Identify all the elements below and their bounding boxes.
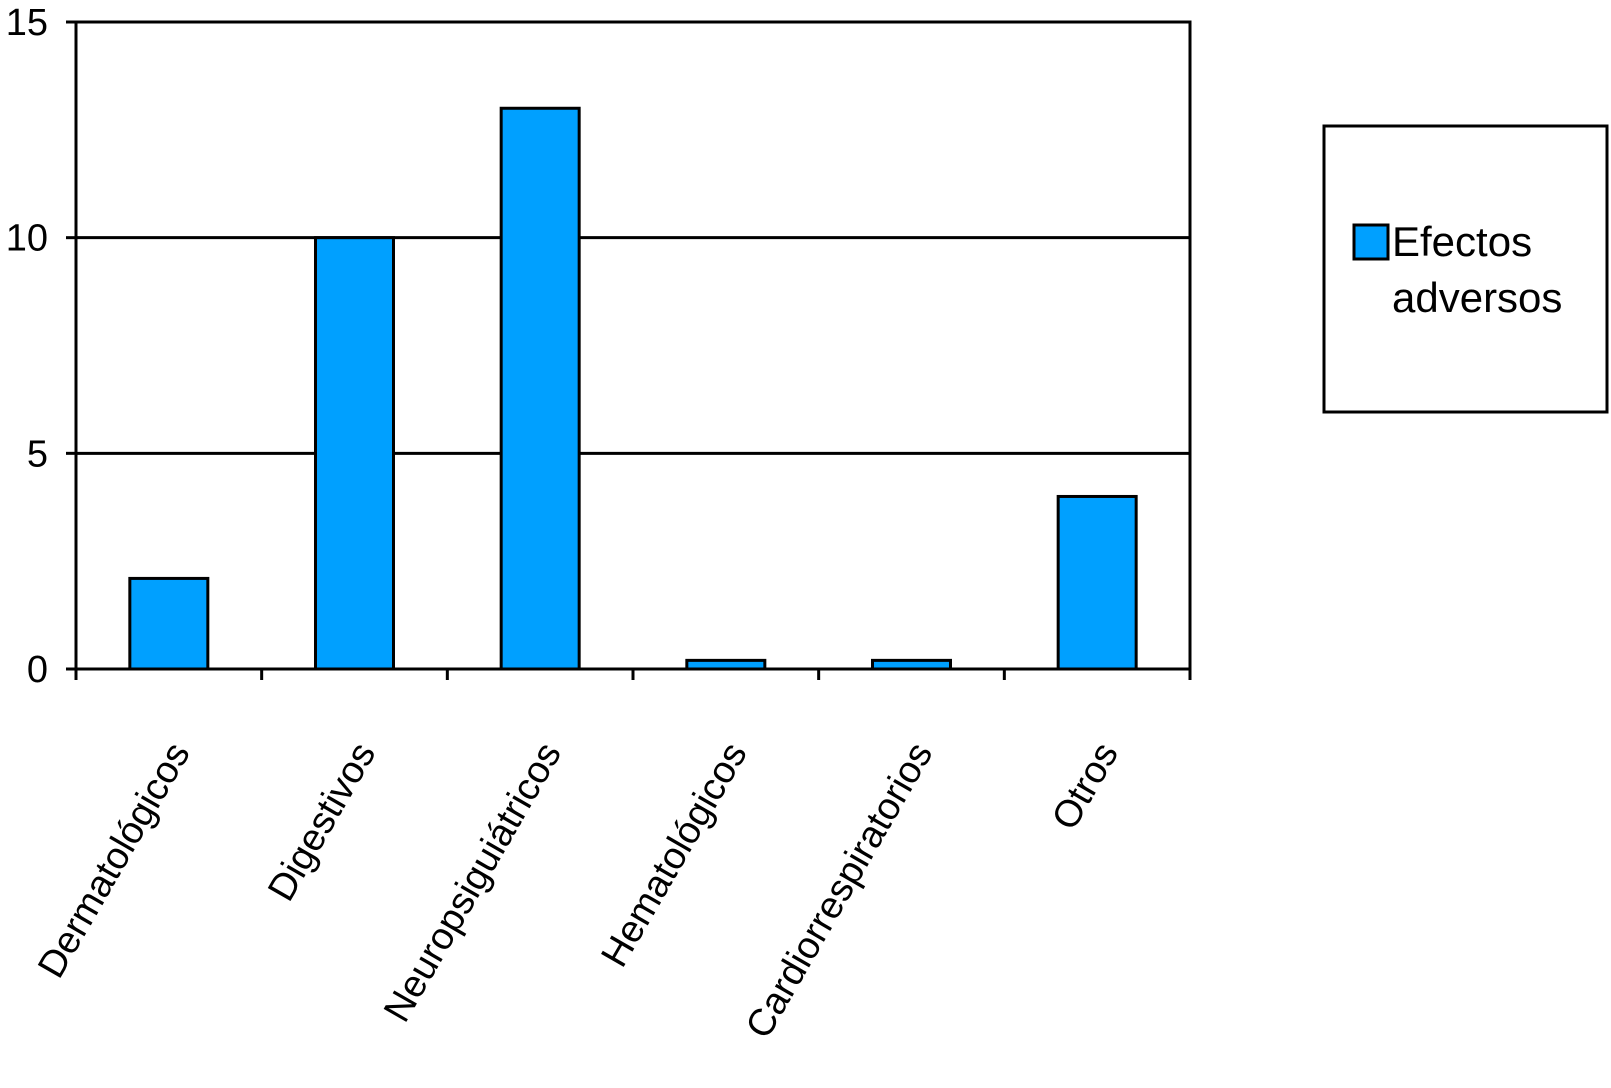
axis-layer: 0 5 10 15 Dermatológicos DigestivosNeuropsigu… xyxy=(6,2,1192,1046)
bar xyxy=(499,106,581,671)
legend: Efectos adversos xyxy=(1322,124,1609,414)
x-category-label: Neuropsiguiátricos xyxy=(376,736,570,1030)
grid-layer xyxy=(74,20,1192,671)
legend-label-line-2: adversos xyxy=(1392,274,1562,321)
y-tick-label: 15 xyxy=(6,2,48,44)
y-tick-label: 10 xyxy=(6,218,48,260)
x-category-label: Otros xyxy=(1044,736,1127,837)
bars-layer xyxy=(128,106,1138,671)
x-category-label: Dermatológicos xyxy=(30,736,198,986)
plot-frame xyxy=(74,20,1192,671)
bar xyxy=(128,576,210,671)
x-category-label: Digestivos xyxy=(260,736,384,909)
legend-label-line-1: Efectos xyxy=(1392,218,1532,265)
bar xyxy=(314,236,395,671)
legend-swatch xyxy=(1352,223,1390,261)
x-category-label: Cardiorrespiratorios xyxy=(738,736,941,1046)
x-category-label: Hematológicos xyxy=(594,736,756,975)
legend-box xyxy=(1322,124,1609,414)
y-tick-label: 5 xyxy=(27,433,48,475)
y-tick-label: 0 xyxy=(27,649,48,691)
bar xyxy=(1056,494,1138,671)
